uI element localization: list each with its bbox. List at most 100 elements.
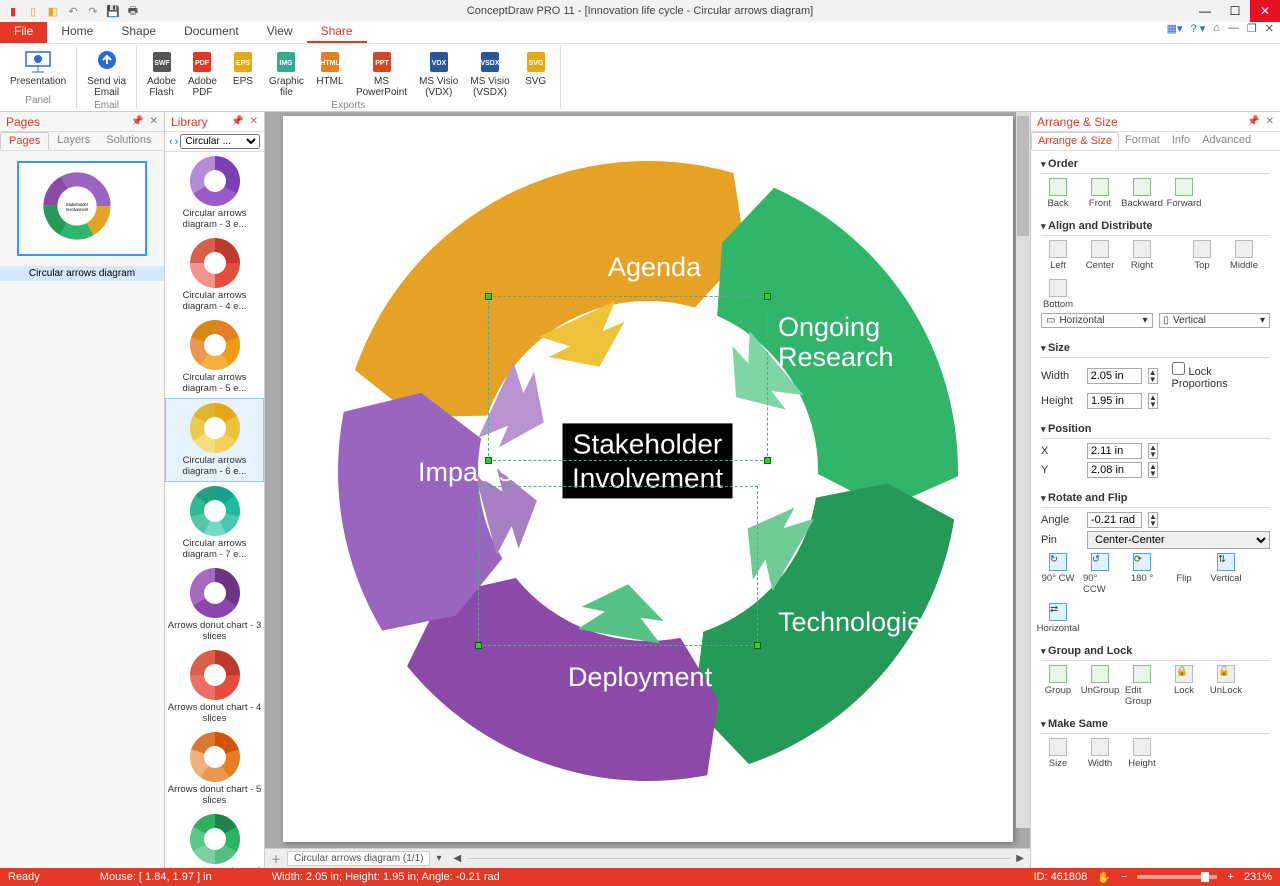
order-front-button[interactable]: Front [1083,178,1117,209]
vertical-scrollbar[interactable] [1016,112,1030,828]
align-right-button[interactable]: Right [1125,240,1159,271]
section-group[interactable]: Group and Lock [1041,642,1270,661]
export-pdf-button[interactable]: PDFAdobe PDF [182,46,223,100]
tab-share[interactable]: Share [307,22,367,43]
library-item[interactable]: Circular arrows diagram - 4 e... [165,234,264,316]
export-ppt-button[interactable]: PPTMS PowerPoint [350,46,413,100]
library-item[interactable]: Arrows donut chart - 5 slices [165,728,264,810]
order-back-button[interactable]: Back [1041,178,1075,209]
flip-horizontal-button[interactable]: ⇄Horizontal [1041,603,1075,634]
circular-diagram[interactable]: AgendaOngoingResearchTechnologiesDeploym… [323,136,973,786]
tab-home[interactable]: Home [47,22,107,43]
section-size[interactable]: Size [1041,339,1270,358]
minimize-button[interactable]: — [1190,0,1220,22]
send-email-button[interactable]: Send via Email [81,46,132,100]
library-item[interactable]: Arrows donut chart - 4 slices [165,646,264,728]
pages-subtab-pages[interactable]: Pages [0,132,49,150]
angle-input[interactable] [1087,512,1142,528]
distribute-v-combo[interactable]: ▯ Vertical ▾ [1159,313,1271,328]
qat-template-icon[interactable]: ◧ [46,4,60,18]
panel-close-icon[interactable]: ✕ [1266,116,1274,127]
library-item[interactable]: Arrows donut chart - 3 slices [165,564,264,646]
export-img-button[interactable]: IMGGraphic file [263,46,310,100]
align-bottom-button[interactable]: Bottom [1041,279,1075,310]
rotate-180-button[interactable]: ⟳180 ° [1125,553,1159,595]
lock-button[interactable]: 🔒Lock [1167,665,1201,707]
qat-save-icon[interactable]: 💾 [106,4,120,18]
flip-vertical-button[interactable]: ⇅Vertical [1209,553,1243,595]
arr-tab-arrange[interactable]: Arrange & Size [1031,132,1119,150]
window-min-icon[interactable]: — [1228,22,1239,35]
lib-prev-icon[interactable]: ‹ [169,136,173,148]
width-input[interactable] [1087,368,1142,384]
zoom-in-icon[interactable]: + [1227,871,1233,883]
align-left-button[interactable]: Left [1041,240,1075,271]
tab-view[interactable]: View [253,22,307,43]
qat-new-icon[interactable]: ▮ [6,4,20,18]
window-restore-icon[interactable]: ❐ [1247,22,1257,35]
section-order[interactable]: Order [1041,155,1270,174]
section-align[interactable]: Align and Distribute [1041,217,1270,236]
pin-icon[interactable]: 📌 [131,116,143,127]
library-item[interactable]: Circular arrows diagram - 7 e... [165,482,264,564]
zoom-out-icon[interactable]: − [1121,871,1127,883]
qat-open-icon[interactable]: ▯ [26,4,40,18]
align-center-button[interactable]: Center [1083,240,1117,271]
export-swf-button[interactable]: SWFAdobe Flash [141,46,182,100]
unlock-button[interactable]: 🔓UnLock [1209,665,1243,707]
qat-print-icon[interactable]: 🖶 [126,4,140,18]
hand-tool-icon[interactable]: ✋ [1097,871,1111,884]
lock-proportions-checkbox[interactable] [1172,362,1185,375]
zoom-level[interactable]: 231% [1244,871,1272,883]
tab-document[interactable]: Document [170,22,253,43]
maximize-button[interactable]: ☐ [1220,0,1250,22]
page-thumbnail[interactable]: Stakeholder Involvement [17,161,147,256]
zoom-slider[interactable] [1137,875,1217,879]
export-vdx-button[interactable]: VDXMS Visio (VDX) [413,46,464,100]
home-icon[interactable]: ⌂ [1213,22,1220,35]
arr-tab-advanced[interactable]: Advanced [1196,132,1257,150]
y-input[interactable] [1087,462,1142,478]
align-middle-button[interactable]: Middle [1227,240,1261,271]
export-svg-button[interactable]: SVGSVG [516,46,556,100]
rotate-90ccw-button[interactable]: ↺90° CCW [1083,553,1117,595]
window-close-icon[interactable]: ✕ [1265,22,1274,35]
align-top-button[interactable]: Top [1185,240,1219,271]
edit-group-button[interactable]: Edit Group [1125,665,1159,707]
presentation-button[interactable]: Presentation [4,46,72,95]
order-backward-button[interactable]: Backward [1125,178,1159,209]
panel-close-icon[interactable]: ✕ [150,116,158,127]
section-rotate[interactable]: Rotate and Flip [1041,489,1270,508]
section-position[interactable]: Position [1041,420,1270,439]
panel-close-icon[interactable]: ✕ [250,116,258,127]
export-vsdx-button[interactable]: VSDXMS Visio (VSDX) [464,46,515,100]
section-same[interactable]: Make Same [1041,715,1270,734]
add-page-icon[interactable]: ＋ [271,851,281,866]
file-menu[interactable]: File [0,22,47,43]
library-item[interactable]: Circular arrows diagram - 6 e... [165,398,264,482]
pin-select[interactable]: Center-Center [1087,531,1270,549]
drawing-page[interactable]: AgendaOngoingResearchTechnologiesDeploym… [283,116,1013,842]
scroll-right-icon[interactable]: ▶ [1016,853,1024,864]
arr-tab-format[interactable]: Format [1119,132,1166,150]
height-input[interactable] [1087,393,1142,409]
ungroup-button[interactable]: UnGroup [1083,665,1117,707]
pages-subtab-solutions[interactable]: Solutions [98,132,159,150]
library-item[interactable]: Circular arrows diagram - 3 e... [165,152,264,234]
group-button[interactable]: Group [1041,665,1075,707]
page-tab[interactable]: Circular arrows diagram (1/1) [287,851,430,866]
same-size-button[interactable]: Size [1041,738,1075,769]
pin-icon[interactable]: 📌 [231,116,243,127]
close-button[interactable]: ✕ [1250,0,1280,22]
library-item[interactable]: Circular arrows diagram - 5 e... [165,316,264,398]
tab-shape[interactable]: Shape [107,22,170,43]
x-input[interactable] [1087,443,1142,459]
pages-subtab-layers[interactable]: Layers [49,132,98,150]
order-forward-button[interactable]: Forward [1167,178,1201,209]
library-item[interactable]: Arrows donut chart - 6 slices [165,810,264,868]
same-width-button[interactable]: Width [1083,738,1117,769]
scroll-left-icon[interactable]: ◀ [454,853,462,864]
export-eps-button[interactable]: EPSEPS [223,46,263,100]
rotate-90cw-button[interactable]: ↻90° CW [1041,553,1075,595]
export-html-button[interactable]: HTMLHTML [310,46,350,100]
